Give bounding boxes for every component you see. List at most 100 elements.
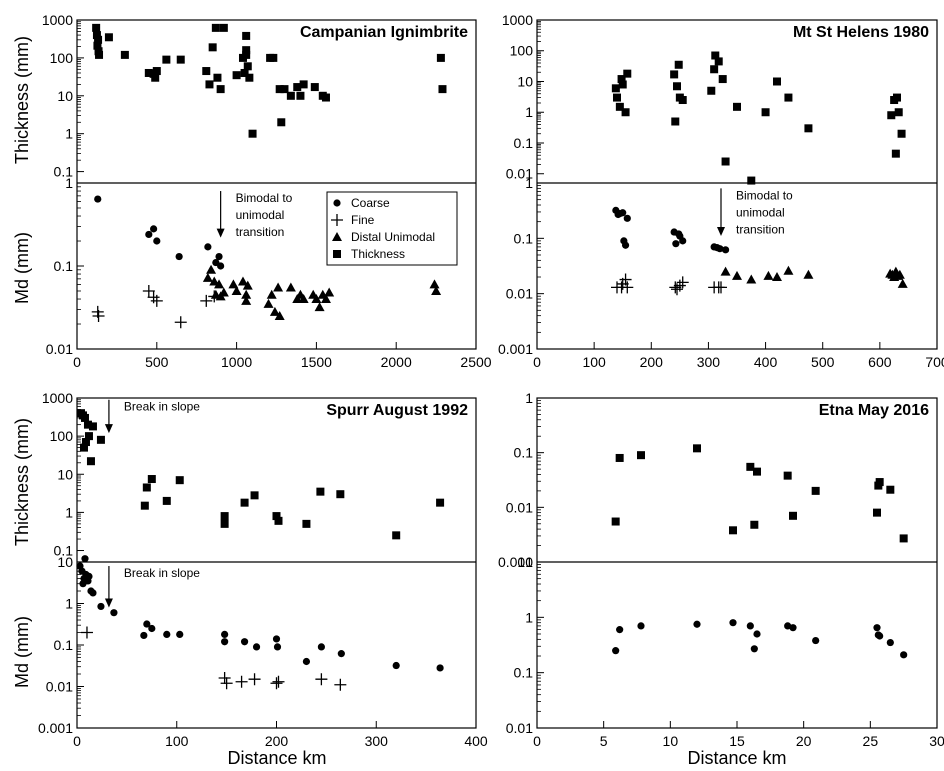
fine-point: [621, 281, 634, 294]
thickness-point: [789, 511, 797, 520]
legend-marker-circle: [333, 199, 341, 207]
thickness-point: [162, 55, 171, 64]
fine-point: [334, 678, 347, 691]
distal-point: [228, 279, 239, 289]
left-md-ylabel: Md (mm): [12, 232, 32, 304]
thickness-point: [613, 93, 621, 102]
thickness-point: [678, 96, 687, 105]
coarse-point: [89, 589, 97, 597]
thickness-point: [80, 413, 89, 422]
thickness-point: [152, 67, 161, 76]
panel-2: 0 100 200 300 400 500 600 700 0.01 0.1 1 10 100 1000 0…: [498, 12, 944, 370]
thickness-point: [897, 129, 906, 138]
legend-marker-square: [333, 250, 341, 258]
thickness-point: [96, 435, 105, 444]
y-tick-label: 0.1: [514, 135, 534, 151]
x-tick-label: 300: [697, 354, 721, 370]
coarse-point: [148, 624, 156, 633]
coarse-point: [252, 643, 261, 651]
thickness-point: [299, 80, 308, 89]
panel-1: 0 500 1000 1500 2000 25000.111010010000.010.1…: [42, 12, 492, 370]
coarse-point: [81, 555, 89, 563]
thickness-point: [887, 111, 896, 120]
coarse-point: [140, 631, 148, 640]
thickness-point: [88, 422, 97, 431]
plot-frame: [76, 19, 477, 350]
distal-point: [209, 276, 220, 286]
distal-point: [285, 282, 296, 292]
distal-point: [214, 279, 225, 289]
thickness-point: [240, 498, 249, 507]
annotation-text: Bimodal to: [736, 188, 793, 202]
thickness-point: [242, 50, 251, 59]
y-tick-label: 0.1: [54, 164, 74, 180]
panel-3: 0 100 200 300 400 0.1 1 10 100 1000 0.001 0.01 0.1 1 1…: [38, 390, 488, 749]
thickness-point: [213, 73, 222, 82]
distal-point: [273, 282, 284, 292]
coarse-point: [145, 230, 153, 239]
distal-point: [429, 279, 440, 289]
thickness-point: [275, 85, 284, 94]
x-tick-label: 100: [165, 733, 189, 749]
thickness-point: [202, 67, 211, 76]
thickness-point: [242, 31, 251, 40]
thickness-point: [293, 83, 302, 92]
thickness-point: [615, 453, 624, 462]
thickness-point: [637, 451, 645, 460]
thickness-point: [707, 86, 716, 95]
x-tick-label: 20: [796, 733, 812, 749]
annotation-arrowhead: [104, 424, 113, 434]
thickness-point: [891, 149, 900, 158]
y-tick-label: 10: [517, 73, 533, 89]
thickness-point: [92, 23, 101, 32]
coarse-point: [886, 638, 894, 647]
thickness-point: [729, 526, 737, 535]
y-tick-label: 0.1: [514, 445, 534, 461]
thickness-point: [175, 476, 184, 485]
panel-title: Mt St Helens 1980: [793, 24, 929, 41]
fine-point: [200, 294, 213, 307]
y-tick-label: 0.01: [506, 499, 533, 515]
thickness-point: [211, 23, 220, 32]
panel-title: Etna May 2016: [819, 402, 929, 419]
thickness-point: [219, 23, 228, 32]
thickness-point: [718, 75, 727, 84]
thickness-point: [436, 53, 445, 62]
fine-point: [272, 675, 285, 688]
thickness-point: [208, 43, 217, 52]
distal-point: [274, 310, 285, 320]
x-tick-label: 2000: [381, 354, 412, 370]
distal-point: [202, 272, 213, 282]
x-tick-label: 0: [533, 354, 541, 370]
y-tick-label: 1: [65, 175, 73, 191]
y-tick-label: 0.1: [54, 637, 74, 653]
coarse-point: [240, 638, 249, 646]
thickness-point: [147, 475, 156, 484]
annotation-text: transition: [236, 225, 285, 239]
y-tick-label: 0.01: [506, 286, 533, 302]
coarse-point: [612, 647, 620, 655]
coarse-point: [97, 602, 105, 611]
coarse-point: [873, 624, 881, 632]
coarse-point: [302, 657, 311, 666]
x-tick-label: 100: [582, 354, 606, 370]
fine-point: [248, 673, 261, 686]
x-tick-label: 1000: [221, 354, 252, 370]
y-tick-label: 1: [525, 609, 533, 625]
thickness-point: [886, 485, 895, 494]
coarse-point: [637, 622, 645, 630]
x-tick-label: 500: [811, 354, 835, 370]
x-tick-label: 0: [73, 354, 81, 370]
coarse-point: [150, 225, 158, 233]
x-tick-label: 2500: [460, 354, 491, 370]
left-md-ylabel-bottom: Md (mm): [12, 616, 32, 688]
thickness-point: [811, 486, 820, 495]
thickness-point: [671, 117, 680, 126]
annotation-text: Break in slope: [124, 400, 200, 414]
coarse-point: [900, 651, 908, 659]
thickness-point: [79, 443, 88, 452]
thickness-point: [618, 80, 627, 89]
fine-point: [92, 309, 105, 322]
thickness-point: [617, 75, 626, 84]
fine-point: [270, 677, 283, 690]
